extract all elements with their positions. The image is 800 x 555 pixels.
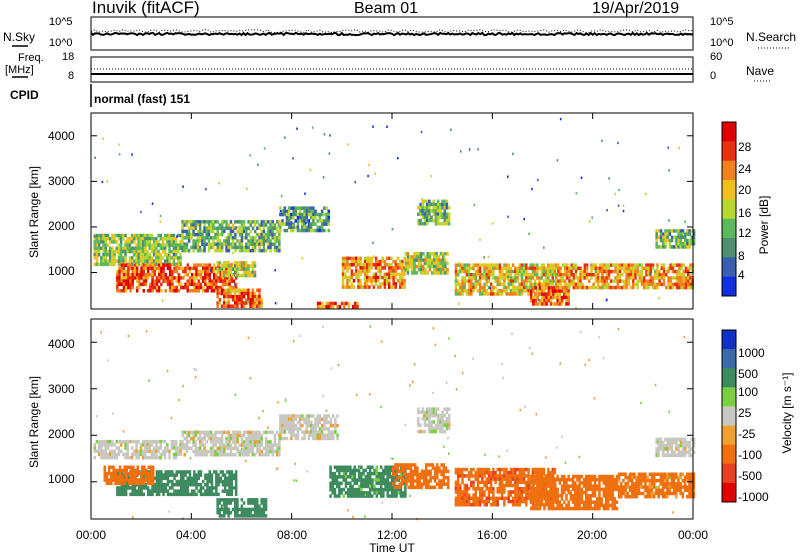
- velocity-echo-region: [530, 475, 618, 511]
- power-colorbar-swatch: [722, 122, 736, 142]
- velocity-colorbar-swatch: [722, 330, 736, 350]
- noise-sky-trace: [91, 33, 693, 35]
- power-echo-region: [655, 229, 695, 249]
- power-colorbar-swatch: [722, 219, 736, 239]
- velocity-colorbar-swatch: [722, 464, 736, 484]
- power-colorbar-swatch: [722, 199, 736, 219]
- velocity-colorbar-swatch: [722, 368, 736, 388]
- power-colorbar-swatch: [722, 141, 736, 161]
- velocity-colorbar-swatch: [722, 349, 736, 369]
- power-echo-region: [455, 263, 557, 295]
- power-colorbar-swatch: [722, 277, 736, 297]
- power-colorbar-swatch: [722, 161, 736, 181]
- velocity-colorbar-swatch: [722, 483, 736, 503]
- velocity-colorbar-swatch: [722, 406, 736, 426]
- power-colorbar-swatch: [722, 257, 736, 277]
- power-colorbar-swatch: [722, 180, 736, 200]
- noise-search-trace: [91, 30, 693, 33]
- power-echo-region: [405, 252, 449, 275]
- power-echo-region: [94, 234, 182, 266]
- velocity-colorbar-swatch: [722, 445, 736, 465]
- velocity-colorbar-swatch: [722, 426, 736, 446]
- velocity-colorbar-swatch: [722, 387, 736, 407]
- power-colorbar-swatch: [722, 238, 736, 258]
